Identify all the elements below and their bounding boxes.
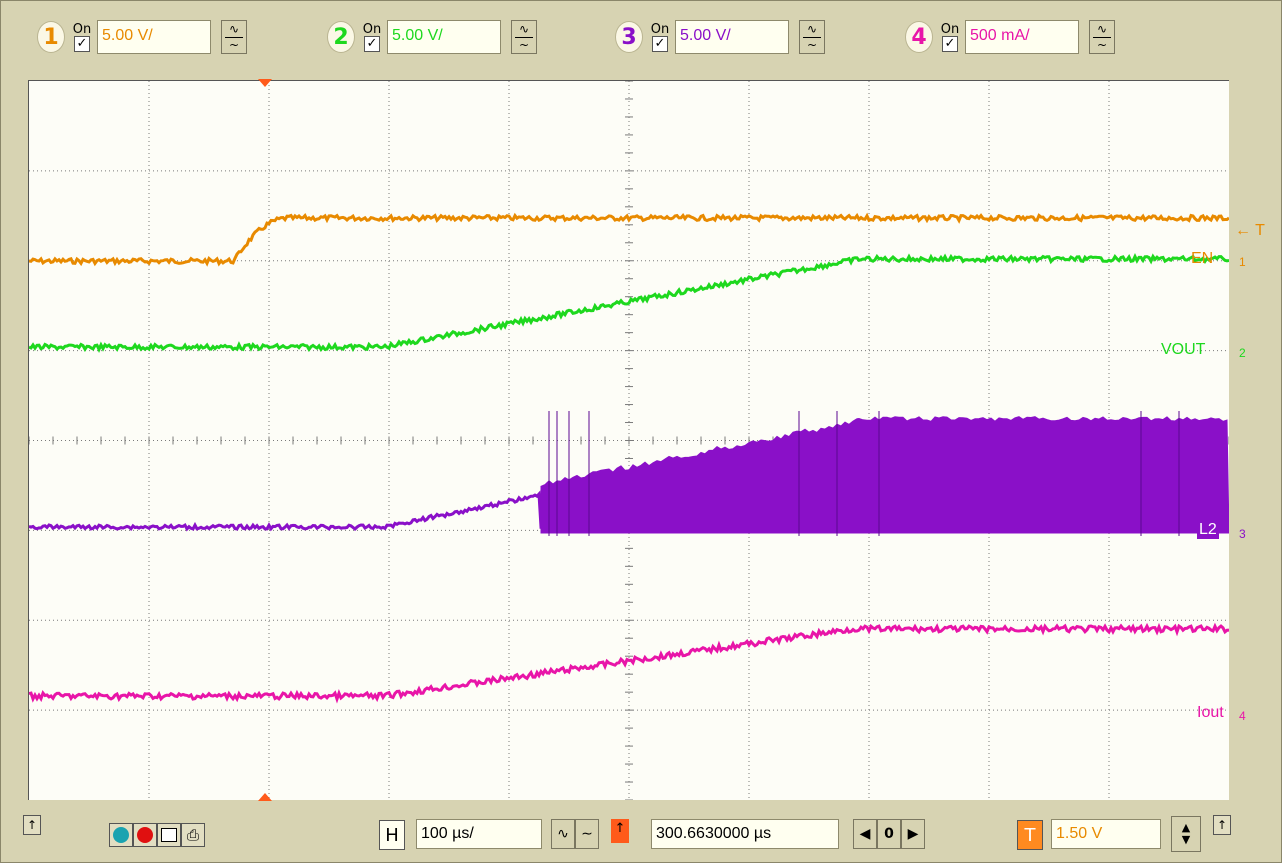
channel-3-number[interactable]: 3 [615, 21, 643, 53]
channel-4-scale-field[interactable]: 500 mA/ [965, 20, 1079, 54]
channel-3-coupling-button[interactable]: ∿ ~ [799, 20, 825, 54]
channel-4-number[interactable]: 4 [905, 21, 933, 53]
delay-left-button[interactable]: ◀ [853, 819, 877, 849]
up-arrow-button[interactable]: ↑ [23, 815, 41, 835]
channel-3-on-toggle[interactable]: On ✓ [649, 23, 671, 52]
channel-3-on-label: On [650, 21, 670, 37]
channel-2-offset-marker[interactable]: 2 [1239, 346, 1246, 360]
acquire-mode-button[interactable]: ∿ [551, 819, 575, 849]
channel-3-offset-marker[interactable]: 3 [1239, 527, 1246, 541]
coupling-ac-icon: ∿ [806, 21, 818, 36]
channel-2-number[interactable]: 2 [327, 21, 355, 53]
channel-4-on-toggle[interactable]: On ✓ [939, 23, 961, 52]
coupling-ac-icon-2: ~ [518, 37, 530, 52]
coupling-ac-icon: ∿ [518, 21, 530, 36]
channel-3-checkbox[interactable]: ✓ [652, 35, 668, 52]
horizontal-label: H [379, 820, 405, 850]
coupling-ac-icon-2: ~ [228, 37, 240, 52]
channel-1-number[interactable]: 1 [37, 21, 65, 53]
trigger-label: T [1017, 820, 1043, 850]
image-icon[interactable] [157, 823, 181, 847]
trigger-level-stepper[interactable]: ▲ ▼ [1171, 816, 1201, 852]
stepper-up-icon: ▲ [1181, 821, 1191, 834]
delay-field[interactable]: 300.6630000 µs [651, 819, 839, 849]
up-arrow-button-2[interactable]: ↑ [1213, 815, 1231, 835]
delay-reference-icon[interactable]: ↑ [611, 819, 629, 843]
waveform-mode-button[interactable]: ∼ [575, 819, 599, 849]
coupling-ac-icon-2: ~ [1096, 37, 1108, 52]
trace-label-l2: L2 [1197, 521, 1219, 539]
run-icon[interactable] [109, 823, 133, 847]
delay-zero-button[interactable]: 0 [877, 819, 901, 849]
trace-label-vout: VOUT [1161, 341, 1206, 358]
channel-1-offset-marker[interactable]: 1 [1239, 255, 1246, 269]
trigger-position-marker-top[interactable] [258, 79, 272, 87]
delay-right-button[interactable]: ▶ [901, 819, 925, 849]
channel-4-on-label: On [940, 21, 960, 37]
channel-1-coupling-button[interactable]: ∿ ~ [221, 20, 247, 54]
waveform-display[interactable] [28, 80, 1229, 800]
timebase-field[interactable]: 100 µs/ [416, 819, 542, 849]
channel-4-checkbox[interactable]: ✓ [942, 35, 958, 52]
channel-3-scale-field[interactable]: 5.00 V/ [675, 20, 789, 54]
trigger-level-field[interactable]: 1.50 V [1051, 819, 1161, 849]
coupling-ac-icon-2: ~ [806, 37, 818, 52]
channel-1-scale-field[interactable]: 5.00 V/ [97, 20, 211, 54]
channel-3-controls: 3 On ✓ 5.00 V/ ∿ ~ [615, 11, 825, 63]
channel-4-coupling-button[interactable]: ∿ ~ [1089, 20, 1115, 54]
channel-2-coupling-button[interactable]: ∿ ~ [511, 20, 537, 54]
channel-2-on-toggle[interactable]: On ✓ [361, 23, 383, 52]
trace-label-iout: Iout [1197, 704, 1224, 721]
coupling-ac-icon: ∿ [1096, 21, 1108, 36]
trace-en [29, 212, 1229, 267]
channel-2-scale-field[interactable]: 5.00 V/ [387, 20, 501, 54]
stepper-down-icon: ▼ [1181, 833, 1191, 846]
channel-1-checkbox[interactable]: ✓ [74, 35, 90, 52]
channel-1-controls: 1 On ✓ 5.00 V/ ∿ ~ [37, 11, 247, 63]
channel-1-on-toggle[interactable]: On ✓ [71, 23, 93, 52]
channel-2-controls: 2 On ✓ 5.00 V/ ∿ ~ [327, 11, 537, 63]
trace-vout [29, 252, 1229, 353]
channel-4-controls: 4 On ✓ 500 mA/ ∿ ~ [905, 11, 1115, 63]
channel-4-offset-marker[interactable]: 4 [1239, 709, 1246, 723]
trigger-level-label: ← T [1235, 222, 1265, 239]
channel-1-on-label: On [72, 21, 92, 37]
channel-2-checkbox[interactable]: ✓ [364, 35, 380, 52]
stop-icon[interactable] [133, 823, 157, 847]
channel-2-on-label: On [362, 21, 382, 37]
print-icon[interactable]: ⎙ [181, 823, 205, 847]
coupling-ac-icon: ∿ [228, 21, 240, 36]
waveform-canvas [29, 81, 1229, 800]
trace-l2-switching [540, 416, 1229, 534]
trigger-position-marker-bottom[interactable] [258, 793, 272, 801]
trace-iout [29, 622, 1229, 704]
trace-label-en: EN [1191, 250, 1214, 267]
